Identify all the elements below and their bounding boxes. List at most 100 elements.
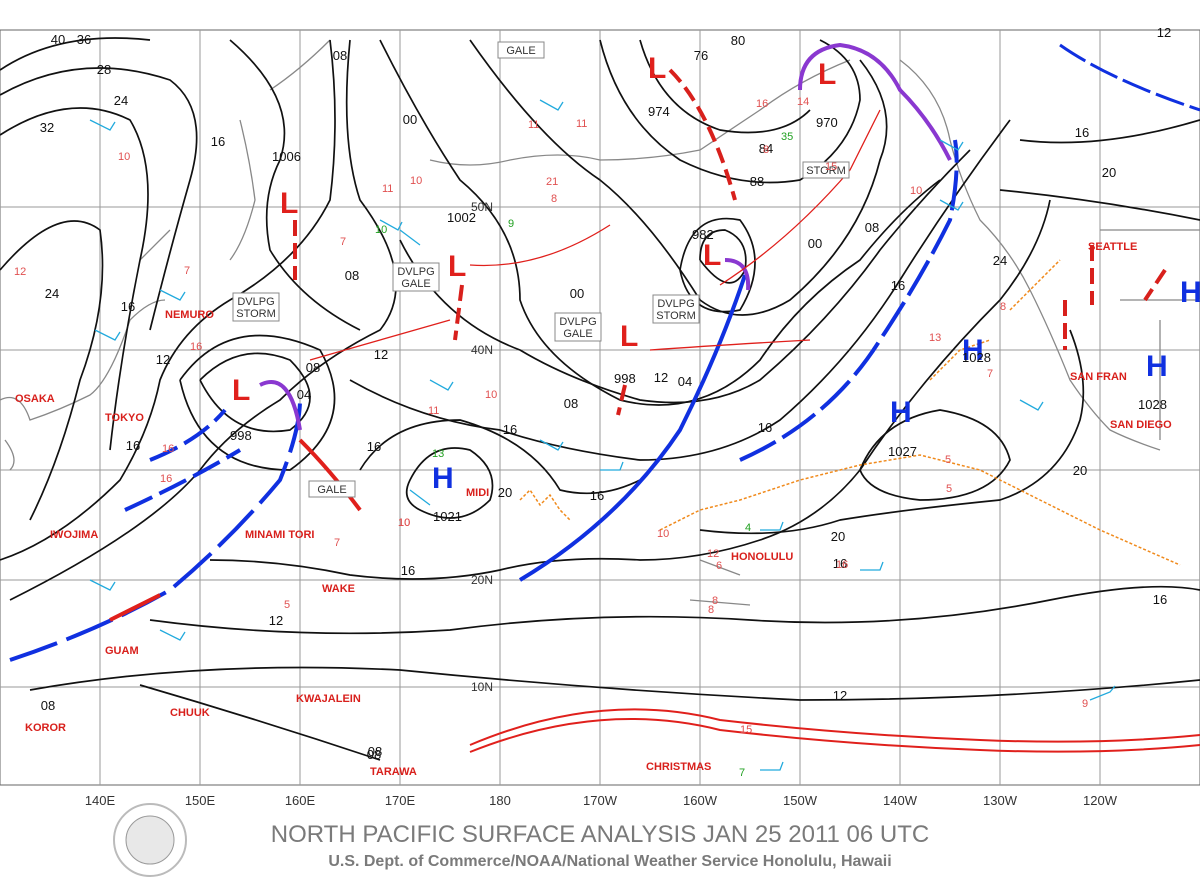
warm-front (298, 438, 362, 512)
wind-speed: 5 (946, 483, 952, 495)
warning-label: DVLPG (657, 298, 694, 310)
isobar-label: 24 (993, 253, 1007, 268)
warning-label: DVLPG (559, 316, 596, 328)
warning-label: GALE (563, 328, 592, 340)
latitude-label: 40N (471, 343, 493, 357)
warning-label: GALE (506, 45, 535, 57)
wind-speed: 11 (382, 183, 393, 195)
wind-speed: 5 (284, 599, 290, 611)
place-label: CHRISTMAS (646, 761, 711, 773)
isobar-label: 20 (1102, 165, 1116, 180)
isobar-label: 08 (367, 747, 381, 762)
wind-speed: 8 (551, 193, 557, 205)
coastlines (0, 39, 1200, 606)
isobar-label: 08 (306, 360, 320, 375)
longitude-label: 150W (783, 793, 818, 808)
wind-speed: 12 (14, 266, 26, 278)
central-pressure: 998 (230, 428, 252, 443)
isobar-label: 16 (401, 563, 415, 578)
place-label: MINAMI TORI (245, 529, 314, 541)
isobar-label: 20 (1073, 463, 1087, 478)
ridge (519, 259, 1181, 566)
isobar-label: 16 (121, 299, 135, 314)
isobar-label: 24 (45, 286, 59, 301)
place-label: GUAM (105, 645, 139, 657)
wind-speed: 16 (836, 559, 848, 571)
low-center: L (818, 58, 836, 91)
wind-speed: 11 (428, 405, 439, 417)
isobar-label: 08 (345, 268, 359, 283)
wind-speed: 4 (745, 522, 751, 534)
wind-speed: 10 (375, 224, 387, 236)
central-pressure: 970 (816, 115, 838, 130)
fronts (9, 42, 1200, 753)
warning-box (554, 312, 602, 342)
isobar-label: 36 (77, 32, 91, 47)
wind-speed: 8 (712, 595, 718, 607)
place-label: NEMURO (165, 309, 214, 321)
warning-box (308, 480, 356, 498)
wind-speed: 9 (508, 218, 514, 230)
itcz (469, 708, 1200, 753)
isobar-label: 00 (570, 286, 584, 301)
isobar-label: 28 (97, 62, 111, 77)
wind-speed: 8 (708, 604, 714, 616)
isobar-label: 04 (297, 387, 311, 402)
central-pressure: 1028 (962, 350, 991, 365)
longitude-label: 160E (285, 793, 316, 808)
warm-front (109, 593, 161, 622)
high-center: H (432, 462, 454, 495)
isobar-label: 00 (403, 112, 417, 127)
latitude-label: 10N (471, 680, 493, 694)
isobar-label: 20 (831, 529, 845, 544)
isobar-label: 32 (40, 120, 54, 135)
isobar-label: 08 (564, 396, 578, 411)
wind-barbs (89, 99, 1116, 771)
warning-label: GALE (317, 484, 346, 496)
isobar-label: 12 (374, 347, 388, 362)
wind-barb (89, 99, 1116, 771)
isobar-label: 08 (333, 48, 347, 63)
wind-speed: 10 (657, 528, 669, 540)
wind-speed: 7 (739, 767, 745, 779)
wind-speed: 8 (1000, 301, 1006, 313)
title: NORTH PACIFIC SURFACE ANALYSIS JAN 25 20… (271, 821, 929, 848)
place-label: HONOLULU (731, 551, 793, 563)
graticule (0, 30, 1200, 785)
isobars (0, 37, 1200, 761)
wind-speed: 16 (160, 473, 172, 485)
warning-box (232, 292, 280, 322)
central-pressure: 1021 (433, 509, 462, 524)
high-center: H (1146, 350, 1168, 383)
wind-speed: 16 (162, 443, 174, 455)
isobar-label: 16 (211, 134, 225, 149)
wind-speed: 7 (987, 368, 993, 380)
place-label: SAN FRAN (1070, 371, 1127, 383)
low-center: L (703, 239, 721, 272)
longitude-label: 150E (185, 793, 216, 808)
isobar-label: 16 (1153, 592, 1167, 607)
place-label: CHUUK (170, 707, 210, 719)
grid (0, 29, 1200, 786)
isobar-label: 08 (41, 698, 55, 713)
wind-speed: 10 (910, 185, 922, 197)
wind-speed: 10 (118, 151, 130, 163)
isobar-label: 16 (891, 278, 905, 293)
place-label: MIDI (466, 487, 489, 499)
warning-label: STORM (236, 308, 276, 320)
isobar-label: 12 (156, 352, 170, 367)
latitude-label: 20N (471, 573, 493, 587)
low-center: L (620, 320, 638, 353)
isobar-label: 24 (114, 93, 128, 108)
isobar-label: 16 (503, 422, 517, 437)
central-pressure: 998 (614, 371, 636, 386)
logo-disc (125, 815, 175, 865)
high-center: H (890, 396, 912, 429)
wind-speed: 11 (576, 118, 587, 130)
cold-front (1059, 43, 1200, 112)
warning-label: DVLPG (397, 266, 434, 278)
longitude-label: 140W (883, 793, 918, 808)
isobar-label: 16 (590, 488, 604, 503)
isobar-label: 16 (1075, 125, 1089, 140)
trough (293, 68, 1167, 416)
